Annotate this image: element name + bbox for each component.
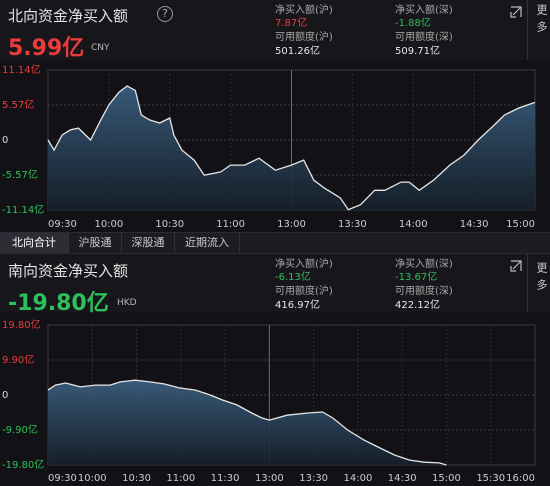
y-tick-label: 0 [2,135,8,146]
y-tick-label: 5.57亿 [2,98,34,111]
help-icon[interactable]: ? [157,6,173,22]
stat-value: 422.12亿 [395,300,440,311]
line [47,379,447,466]
x-tick-label: 10:00 [78,473,107,484]
north-header [0,0,550,60]
x-tick-label: 10:30 [122,473,151,484]
tab[interactable]: 深股通 [122,233,175,253]
x-tick-label: 11:00 [216,219,245,230]
area [48,86,535,210]
south-chart: 19.80亿 9.90亿 0 -9.90亿 -19.80亿 09:30 10:00 10:30… [2,318,536,484]
x-tick-label: 09:30 [48,219,77,230]
x-tick-label: 14:00 [399,219,428,230]
x-tick-label: 13:00 [277,219,306,230]
stat-label: 可用额度(深) [395,286,453,297]
x-tick-label: 15:00 [506,219,535,230]
y-tick-label: -19.80亿 [2,458,44,471]
stat-value: 416.97亿 [275,300,320,311]
tab-bar: 北向合计 沪股通 深股通 近期流入 [0,232,550,254]
y-tick-label: 11.14亿 [2,63,41,76]
x-tick-label: 11:30 [211,473,240,484]
stat-value: -13.67亿 [395,272,438,283]
north-value: 5.99亿 [8,36,85,61]
south-header [0,254,550,312]
north-chart: 11.14亿 5.57亿 0 -5.57亿 -11.14亿 09:30 10:00 10:30… [2,63,536,230]
x-tick-label: 09:30 [48,473,77,484]
expand-icon[interactable] [508,4,524,20]
y-tick-label: -5.57亿 [2,168,38,181]
y-tick-label: 19.80亿 [2,318,41,331]
stat-value: -1.88亿 [395,18,431,29]
x-tick-label: 14:30 [388,473,417,484]
stat-value: 7.87亿 [275,18,308,29]
expand-icon[interactable] [508,258,524,274]
tab[interactable]: 沪股通 [69,233,122,253]
x-tick-label: 13:30 [299,473,328,484]
stat-label: 可用额度(深) [395,32,453,43]
stat-label: 可用额度(沪) [275,286,333,297]
x-tick-label: 16:00 [506,473,535,484]
y-tick-label: 0 [2,390,8,401]
south-value: -19.80亿 [8,291,109,316]
area [48,380,447,465]
tab[interactable]: 北向合计 [0,233,69,253]
divider [527,254,528,312]
north-title: 北向资金净买入额 [8,7,129,25]
south-title: 南向资金净买入额 [8,262,129,280]
x-tick-label: 15:30 [476,473,505,484]
north-currency: CNY [91,43,110,53]
line [47,85,536,211]
stat-label: 净买入额(深) [395,259,453,270]
x-tick-label: 10:00 [94,219,123,230]
stat-value: -6.13亿 [275,272,311,283]
x-tick-label: 11:00 [166,473,195,484]
stat-value: 501.26亿 [275,46,320,57]
stat-label: 净买入额(沪) [275,5,333,16]
y-tick-label: -11.14亿 [2,203,44,216]
x-tick-label: 10:30 [155,219,184,230]
tab[interactable]: 近期流入 [175,233,240,253]
x-tick-label: 15:00 [432,473,461,484]
x-tick-label: 14:00 [343,473,372,484]
y-tick-label: -9.90亿 [2,423,38,436]
x-tick-label: 14:30 [460,219,489,230]
stat-label: 可用额度(沪) [275,32,333,43]
x-tick-label: 13:00 [255,473,284,484]
south-currency: HKD [117,298,137,308]
more-button[interactable]: 更多 [535,262,548,296]
x-tick-label: 13:30 [338,219,367,230]
divider [527,0,528,60]
stat-value: 509.71亿 [395,46,440,57]
y-tick-label: 9.90亿 [2,353,34,366]
stat-label: 净买入额(沪) [275,259,333,270]
stat-label: 净买入额(深) [395,5,453,16]
more-button[interactable]: 更多 [535,4,548,38]
